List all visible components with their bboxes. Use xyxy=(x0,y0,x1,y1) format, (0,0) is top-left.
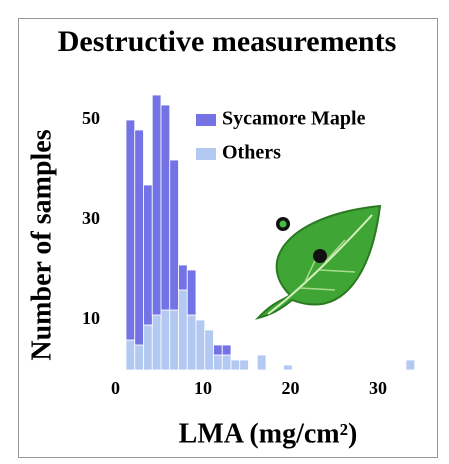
y-axis-label: Number of samples xyxy=(26,129,57,360)
bar xyxy=(143,184,153,326)
bar xyxy=(160,104,171,311)
bar xyxy=(213,344,223,356)
x-tick-label: 0 xyxy=(111,378,120,398)
bar xyxy=(125,339,136,371)
bar xyxy=(195,319,206,371)
bar xyxy=(160,309,171,371)
bar xyxy=(143,324,153,371)
bar xyxy=(230,359,241,371)
chart-title: Destructive measurements xyxy=(58,25,397,58)
bar xyxy=(405,359,416,371)
bar xyxy=(134,129,144,346)
legend-swatch xyxy=(196,148,216,160)
bar xyxy=(125,119,136,341)
x-tick-label: 30 xyxy=(369,378,387,398)
y-tick-label: 10 xyxy=(82,308,100,328)
bar xyxy=(204,329,214,371)
bar xyxy=(213,354,223,371)
legend-swatch xyxy=(196,114,216,126)
bar xyxy=(221,344,232,356)
bar xyxy=(134,344,144,371)
bar xyxy=(283,364,293,371)
y-tick-label: 50 xyxy=(82,108,100,128)
x-axis-label: LMA (mg/cm²) xyxy=(179,418,358,449)
legend-label: Sycamore Maple xyxy=(222,108,366,130)
bar xyxy=(256,354,267,371)
leaf-illustration xyxy=(254,204,382,320)
bar xyxy=(239,359,249,371)
bar xyxy=(178,264,188,291)
bar xyxy=(221,354,232,371)
bar xyxy=(178,289,188,371)
bar xyxy=(186,269,197,316)
bar xyxy=(169,309,179,371)
x-tick-label: 10 xyxy=(194,378,212,398)
legend-label: Others xyxy=(222,142,281,164)
y-tick-label: 30 xyxy=(82,208,100,228)
bar xyxy=(151,94,162,316)
bar xyxy=(186,314,197,371)
x-tick-label: 20 xyxy=(282,378,300,398)
bar xyxy=(151,314,162,371)
bar xyxy=(169,159,179,311)
